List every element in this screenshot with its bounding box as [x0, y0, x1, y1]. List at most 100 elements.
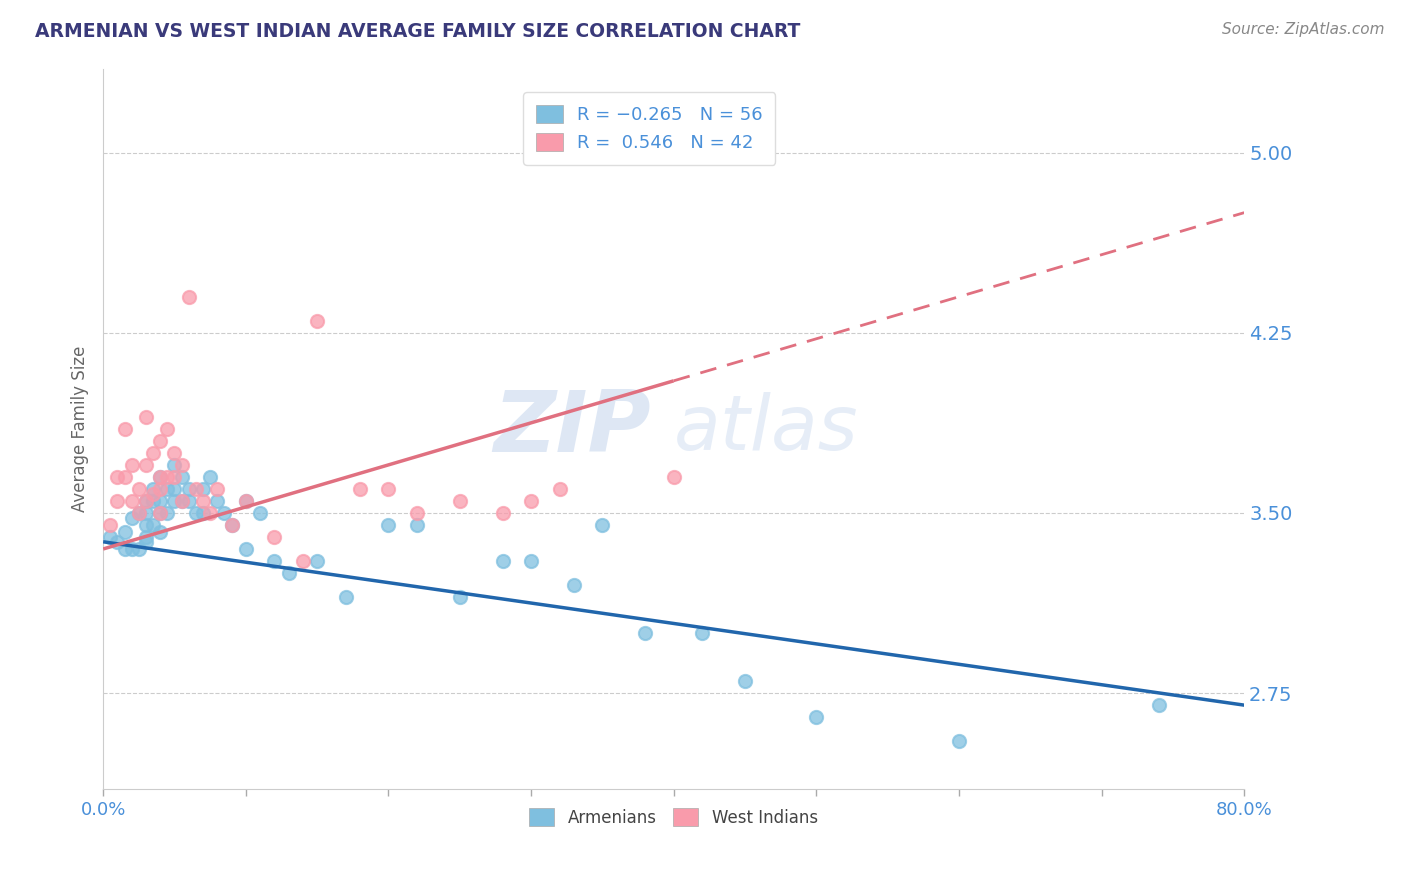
Point	[98, 530, 121, 544]
Point	[634, 626, 657, 640]
Point	[191, 482, 214, 496]
Point	[591, 518, 613, 533]
Point	[548, 482, 571, 496]
Point	[562, 578, 585, 592]
Point	[114, 525, 136, 540]
Point	[377, 482, 399, 496]
Point	[156, 422, 179, 436]
Point	[156, 482, 179, 496]
Point	[156, 470, 179, 484]
Point	[128, 482, 150, 496]
Point	[114, 470, 136, 484]
Text: ARMENIAN VS WEST INDIAN AVERAGE FAMILY SIZE CORRELATION CHART: ARMENIAN VS WEST INDIAN AVERAGE FAMILY S…	[35, 22, 800, 41]
Point	[149, 470, 172, 484]
Point	[170, 494, 193, 508]
Point	[520, 554, 543, 568]
Text: ZIP: ZIP	[494, 387, 651, 470]
Point	[142, 446, 165, 460]
Point	[121, 541, 143, 556]
Point	[105, 470, 128, 484]
Legend: Armenians, West Indians: Armenians, West Indians	[522, 800, 827, 835]
Point	[207, 494, 229, 508]
Point	[142, 494, 165, 508]
Point	[177, 494, 200, 508]
Point	[149, 434, 172, 448]
Point	[249, 506, 271, 520]
Point	[142, 518, 165, 533]
Point	[235, 541, 257, 556]
Point	[163, 494, 186, 508]
Point	[520, 494, 543, 508]
Text: atlas: atlas	[673, 392, 858, 466]
Point	[177, 482, 200, 496]
Point	[690, 626, 713, 640]
Point	[149, 482, 172, 496]
Point	[170, 494, 193, 508]
Point	[349, 482, 371, 496]
Point	[163, 446, 186, 460]
Point	[149, 470, 172, 484]
Text: Source: ZipAtlas.com: Source: ZipAtlas.com	[1222, 22, 1385, 37]
Point	[135, 534, 157, 549]
Point	[307, 314, 329, 328]
Point	[135, 530, 157, 544]
Point	[406, 506, 429, 520]
Point	[207, 482, 229, 496]
Point	[806, 710, 828, 724]
Point	[135, 506, 157, 520]
Point	[198, 470, 221, 484]
Point	[335, 590, 357, 604]
Point	[114, 422, 136, 436]
Point	[135, 518, 157, 533]
Point	[662, 470, 685, 484]
Point	[184, 506, 207, 520]
Point	[121, 510, 143, 524]
Point	[135, 458, 157, 472]
Point	[177, 290, 200, 304]
Point	[142, 487, 165, 501]
Point	[198, 506, 221, 520]
Point	[135, 494, 157, 508]
Point	[121, 494, 143, 508]
Point	[114, 541, 136, 556]
Point	[491, 554, 513, 568]
Point	[105, 494, 128, 508]
Y-axis label: Average Family Size: Average Family Size	[72, 346, 89, 512]
Point	[291, 554, 314, 568]
Point	[135, 409, 157, 424]
Point	[128, 506, 150, 520]
Point	[128, 506, 150, 520]
Point	[449, 590, 471, 604]
Point	[406, 518, 429, 533]
Point	[277, 566, 299, 580]
Point	[235, 494, 257, 508]
Point	[221, 518, 243, 533]
Point	[156, 506, 179, 520]
Point	[191, 506, 214, 520]
Point	[170, 458, 193, 472]
Point	[135, 494, 157, 508]
Point	[149, 506, 172, 520]
Point	[142, 482, 165, 496]
Point	[128, 541, 150, 556]
Point	[184, 482, 207, 496]
Point	[307, 554, 329, 568]
Point	[235, 494, 257, 508]
Point	[734, 674, 756, 689]
Point	[149, 506, 172, 520]
Point	[121, 458, 143, 472]
Point	[163, 482, 186, 496]
Point	[1147, 698, 1170, 713]
Point	[377, 518, 399, 533]
Point	[263, 554, 285, 568]
Point	[221, 518, 243, 533]
Point	[149, 494, 172, 508]
Point	[191, 494, 214, 508]
Point	[263, 530, 285, 544]
Point	[491, 506, 513, 520]
Point	[449, 494, 471, 508]
Point	[98, 518, 121, 533]
Point	[170, 470, 193, 484]
Point	[948, 734, 970, 748]
Point	[163, 458, 186, 472]
